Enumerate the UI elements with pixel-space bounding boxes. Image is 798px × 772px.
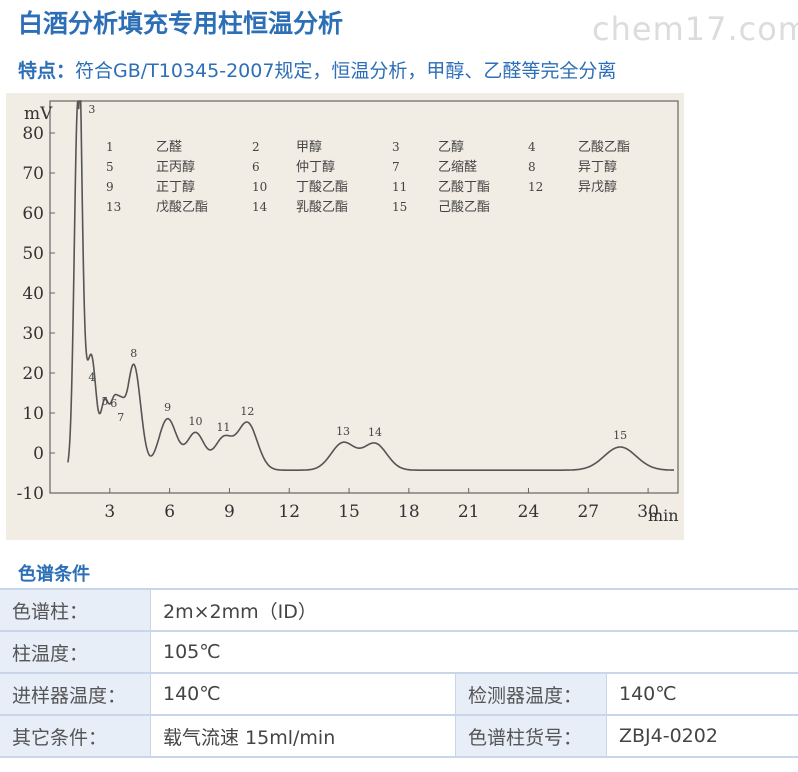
conditions-title: 色谱条件	[18, 564, 90, 585]
legend-number: 4	[528, 140, 536, 154]
y-tick-label: 10	[22, 404, 44, 424]
y-tick-label: 50	[22, 244, 44, 264]
legend-name: 乙醇	[438, 139, 464, 155]
watermark: chem17.com	[592, 10, 798, 48]
legend-name: 乙醛	[156, 139, 182, 155]
legend-number: 2	[252, 140, 260, 154]
peak-label: 13	[336, 425, 350, 438]
page-title: 白酒分析填充专用柱恒温分析	[18, 9, 344, 38]
legend-name: 己酸乙酯	[438, 200, 490, 215]
condition-label: 进样器温度：	[0, 673, 151, 716]
x-tick-label: 24	[518, 502, 540, 522]
legend-name: 乙酸乙酯	[578, 140, 630, 155]
features-line: 特点：符合GB/T10345-2007规定，恒温分析，甲醇、乙醛等完全分离	[18, 56, 616, 83]
condition-value: 140℃	[150, 673, 456, 716]
y-tick-label: 30	[22, 324, 44, 344]
legend-name: 正丁醇	[156, 179, 195, 195]
legend-name: 甲醇	[296, 139, 322, 155]
condition-label: 色谱柱：	[0, 588, 151, 632]
table-row: 柱温度： 105℃	[0, 631, 798, 674]
legend-number: 3	[392, 140, 400, 154]
legend-number: 8	[528, 160, 536, 174]
legend-name: 乙酸丁酯	[438, 180, 490, 195]
condition-value: ZBJ4-0202	[606, 715, 798, 758]
peak-label: 12	[240, 405, 254, 418]
legend-number: 15	[392, 200, 407, 214]
features-text: 符合GB/T10345-2007规定，恒温分析，甲醇、乙醛等完全分离	[75, 60, 617, 82]
condition-label: 其它条件：	[0, 715, 151, 758]
x-tick-label: 21	[458, 502, 480, 522]
peak-label: 5	[101, 395, 108, 408]
features-key: 特点：	[18, 60, 76, 82]
legend-number: 10	[252, 180, 267, 194]
condition-value: 2m×2mm（ID）	[150, 588, 798, 632]
legend-number: 12	[528, 180, 543, 194]
y-tick-label: 60	[22, 204, 44, 224]
x-tick-label: 6	[164, 502, 175, 522]
conditions-table: 色谱柱： 2m×2mm（ID） 柱温度： 105℃ 进样器温度： 140℃ 检测…	[0, 588, 798, 758]
peak-label: 3	[88, 103, 95, 116]
y-tick-label: 40	[22, 284, 44, 304]
legend-number: 5	[106, 160, 114, 174]
y-tick-label: 20	[22, 364, 44, 384]
peak-label: 9	[164, 401, 171, 414]
legend-number: 1	[106, 140, 114, 154]
x-tick-label: 3	[104, 502, 115, 522]
peak-label: 4	[88, 371, 95, 384]
legend-name: 异丁醇	[578, 159, 617, 175]
x-axis-label: min	[648, 506, 679, 525]
x-tick-label: 18	[398, 502, 420, 522]
peak-label: 14	[368, 426, 382, 439]
peak-label: 8	[130, 347, 137, 360]
legend-number: 11	[392, 180, 407, 194]
x-tick-label: 27	[577, 502, 599, 522]
legend-number: 9	[106, 180, 114, 194]
y-tick-label: -10	[17, 484, 44, 504]
legend-name: 乙缩醛	[438, 159, 477, 175]
x-tick-label: 9	[224, 502, 235, 522]
condition-value: 140℃	[606, 673, 798, 716]
legend-number: 7	[392, 160, 400, 174]
chromatogram-trace	[67, 100, 674, 471]
legend-name: 乳酸乙酯	[296, 200, 348, 215]
condition-label: 色谱柱货号：	[455, 715, 607, 758]
peak-label: 11	[216, 421, 230, 434]
peak-label: 7	[117, 411, 124, 424]
legend-number: 13	[106, 200, 121, 214]
legend-name: 戊酸乙酯	[156, 200, 208, 215]
condition-value: 105℃	[150, 631, 798, 674]
peak-label: 6	[110, 397, 117, 410]
legend-number: 6	[252, 160, 260, 174]
x-tick-label: 12	[278, 502, 300, 522]
condition-value: 载气流速 15ml/min	[150, 715, 456, 758]
table-row: 其它条件： 载气流速 15ml/min 色谱柱货号： ZBJ4-0202	[0, 715, 798, 758]
legend-number: 14	[252, 200, 268, 214]
table-row: 色谱柱： 2m×2mm（ID）	[0, 588, 798, 632]
condition-label: 检测器温度：	[455, 673, 607, 716]
peak-label: 10	[189, 415, 203, 428]
legend-name: 异戊醇	[578, 179, 617, 195]
peak-label: 15	[613, 429, 627, 442]
legend-name: 正丙醇	[156, 159, 195, 175]
legend-name: 丁酸乙酯	[296, 180, 348, 195]
condition-label: 柱温度：	[0, 631, 151, 674]
chromatogram-chart: -10 0 10 20 30 40 50 60 70 80 mV 3 6 9 12 15 18 21 24 27 30 m…	[6, 93, 684, 540]
x-tick-label: 15	[338, 502, 360, 522]
y-tick-label: 70	[22, 164, 44, 184]
table-row: 进样器温度： 140℃ 检测器温度： 140℃	[0, 673, 798, 716]
y-tick-label: 0	[33, 444, 44, 464]
y-tick-label: 80	[22, 124, 44, 144]
legend-name: 仲丁醇	[296, 159, 335, 175]
plot-frame	[49, 100, 679, 494]
y-axis-label: mV	[24, 104, 53, 124]
x-tick-label: 30	[637, 502, 659, 522]
